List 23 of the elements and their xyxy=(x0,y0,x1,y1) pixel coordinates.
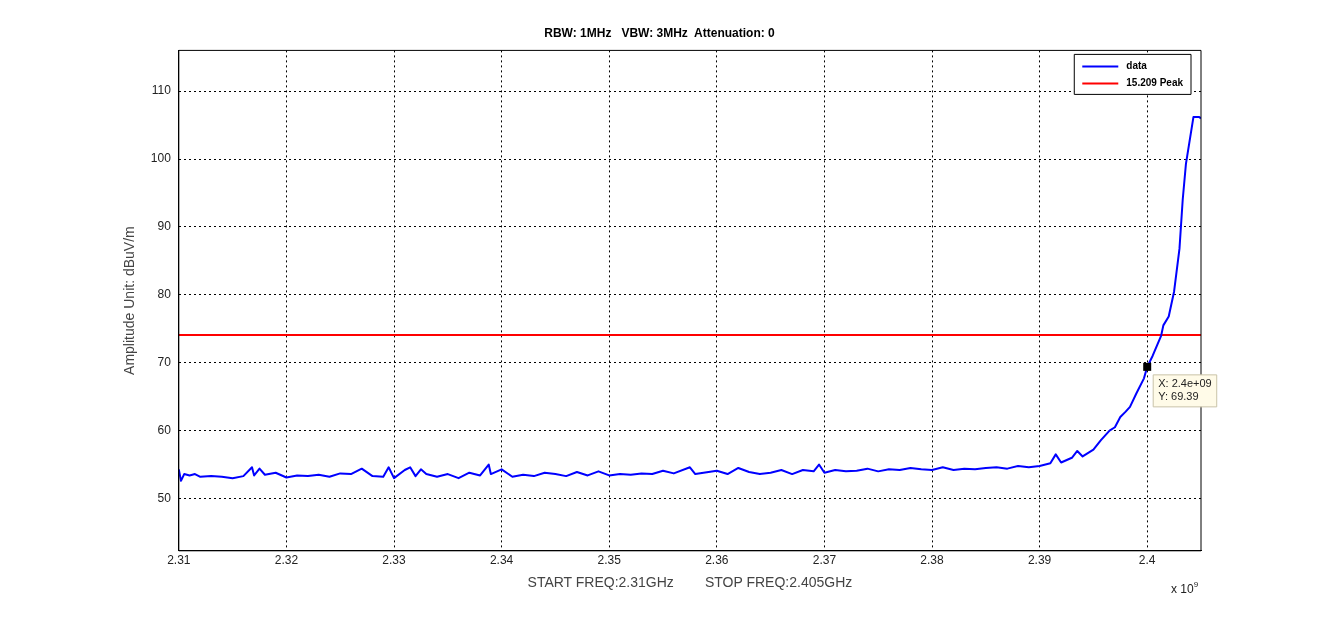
x-tick-label: 2.35 xyxy=(597,553,622,568)
x-tick-label: 2.38 xyxy=(920,553,945,568)
x-tick-label: 2.31 xyxy=(167,553,191,568)
annotation: X: 2.4e+09 Y: 69.39 xyxy=(1158,377,1212,403)
x-tick-label: 2.33 xyxy=(382,553,407,568)
y-tick-label: 110 xyxy=(151,83,172,98)
x-tick-label: 2.36 xyxy=(705,553,729,568)
chart-title: RBW: 1MHz VBW: 3MHz Attenuation: 0 xyxy=(544,25,776,40)
x-axis-title: START FREQ:2.31GHz STOP FREQ:2.405GHz xyxy=(527,574,853,591)
y-tick-label: 60 xyxy=(157,422,172,437)
legend-label: data xyxy=(1126,60,1148,72)
x-tick-label: 2.37 xyxy=(812,553,837,568)
x-tick-label: 2.34 xyxy=(489,553,514,568)
y-axis-title: Amplitude Unit: dBuV/m xyxy=(121,226,138,375)
legend-label: 15.209 Peak xyxy=(1126,77,1184,89)
y-tick-label: 70 xyxy=(157,355,172,370)
y-tick-label: 50 xyxy=(157,490,172,505)
y-tick-label: 80 xyxy=(157,287,172,302)
y-tick-label: 90 xyxy=(157,219,172,234)
y-tick-label: 100 xyxy=(150,151,172,166)
x-tick-label: 2.39 xyxy=(1027,553,1052,568)
x-tick-label: 2.4 xyxy=(1138,553,1156,568)
x-tick-label: 2.32 xyxy=(274,553,299,568)
